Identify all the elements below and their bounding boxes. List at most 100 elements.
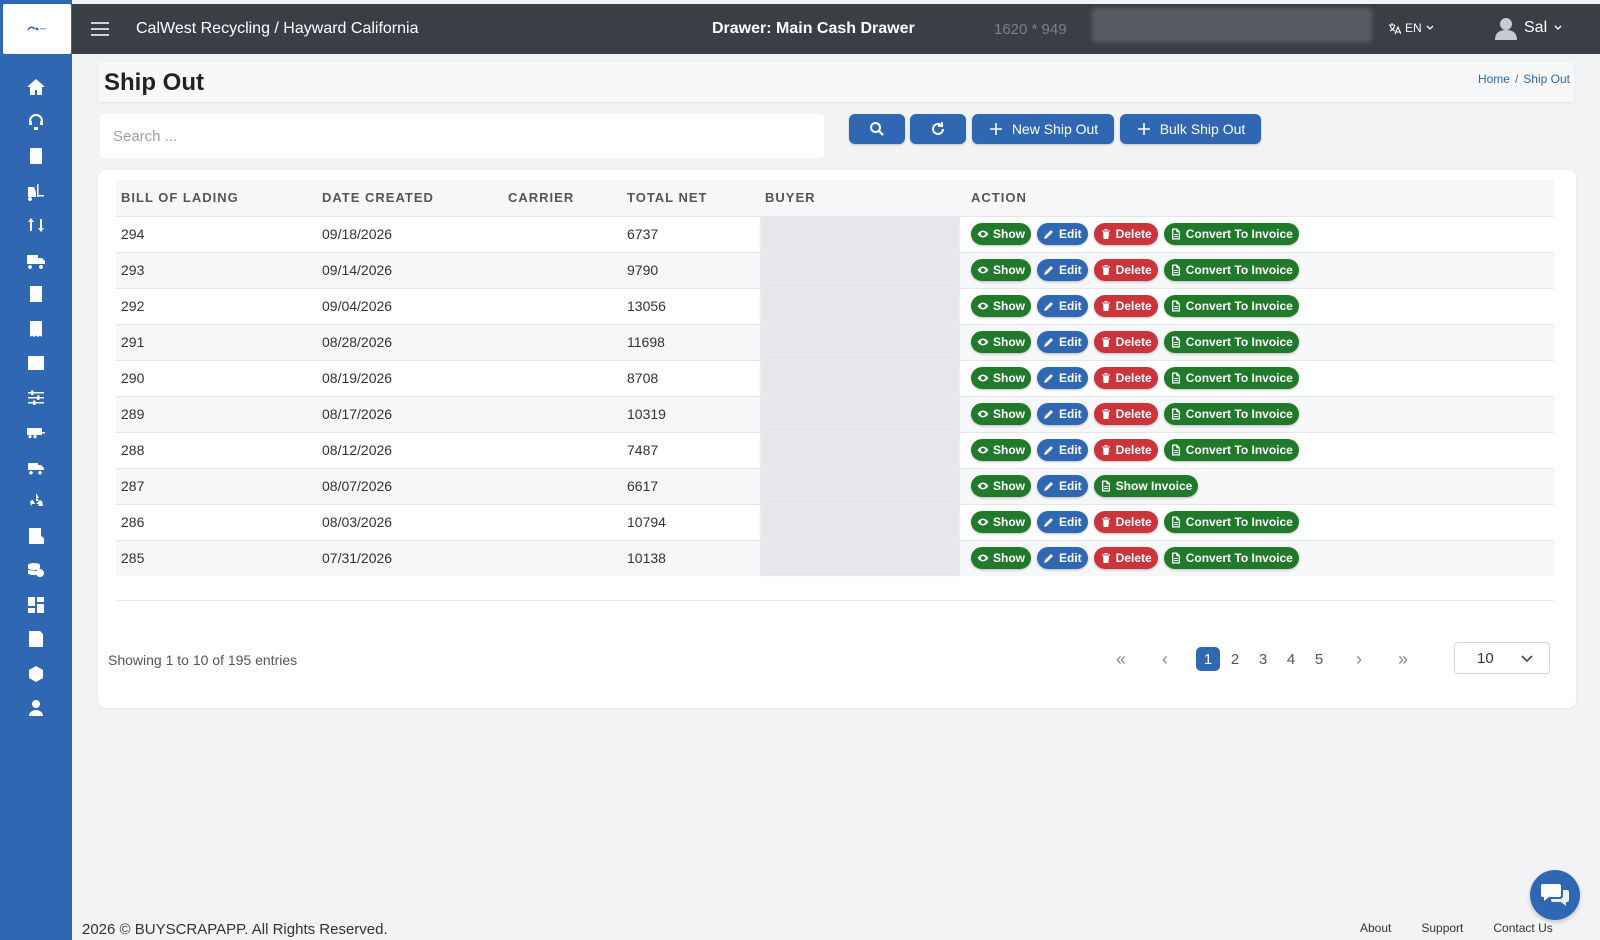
user-menu[interactable]: Sal — [1494, 16, 1563, 40]
search-input[interactable] — [100, 114, 824, 158]
convert-to-invoice-button[interactable]: Convert To Invoice — [1163, 547, 1299, 570]
edit-button[interactable]: Edit — [1037, 331, 1088, 353]
chat-button[interactable] — [1530, 870, 1580, 920]
language-selector[interactable]: EN — [1388, 21, 1434, 35]
sidebar-item[interactable] — [0, 174, 72, 209]
sidebar-item[interactable] — [0, 657, 72, 692]
edit-button[interactable]: Edit — [1037, 403, 1088, 425]
logo[interactable] — [3, 4, 71, 54]
sidebar-item[interactable] — [0, 484, 72, 519]
delete-button[interactable]: Delete — [1093, 223, 1158, 245]
footer-link-support[interactable]: Support — [1421, 921, 1464, 935]
sidebar-item[interactable] — [0, 139, 72, 174]
sidebar-item[interactable] — [0, 519, 72, 554]
show-button[interactable]: Show — [971, 403, 1031, 425]
delete-button[interactable]: Delete — [1093, 367, 1158, 389]
convert-to-invoice-button[interactable]: Convert To Invoice — [1163, 295, 1299, 317]
previous-page-icon[interactable]: ‹ — [1162, 648, 1168, 669]
show-button[interactable]: Show — [971, 331, 1031, 353]
next-page-icon[interactable]: › — [1356, 648, 1362, 669]
convert-to-invoice-button-label: Convert To Invoice — [1185, 335, 1293, 349]
cell-date-created: 09/18/2026 — [322, 226, 393, 242]
edit-button[interactable]: Edit — [1037, 439, 1088, 461]
sidebar-item[interactable] — [0, 588, 72, 623]
delete-button[interactable]: Delete — [1093, 331, 1158, 353]
column-header-buyer[interactable]: BUYER — [765, 190, 816, 206]
column-header-bill-of-lading[interactable]: BILL OF LADING — [121, 190, 239, 206]
sidebar-item[interactable] — [0, 243, 72, 278]
sidebar-item[interactable] — [0, 415, 72, 450]
edit-button[interactable]: Edit — [1037, 259, 1088, 281]
column-header-carrier[interactable]: CARRIER — [508, 190, 575, 206]
edit-button[interactable]: Edit — [1037, 367, 1088, 389]
page-2[interactable]: 2 — [1230, 650, 1240, 668]
sidebar-item[interactable] — [0, 70, 72, 105]
bulk-ship-out-button[interactable]: Bulk Ship Out — [1120, 114, 1261, 144]
delete-button[interactable]: Delete — [1093, 547, 1158, 570]
convert-to-invoice-button[interactable]: Convert To Invoice — [1163, 439, 1299, 461]
hamburger-menu-icon[interactable] — [90, 19, 110, 39]
sidebar-item[interactable] — [0, 277, 72, 312]
delete-button[interactable]: Delete — [1093, 403, 1158, 425]
table-row: 293 09/14/2026 9790 Show Edit Delete Convert T… — [116, 252, 1554, 288]
sidebar-item[interactable] — [0, 105, 72, 140]
show-button[interactable]: Show — [971, 259, 1031, 281]
convert-to-invoice-button[interactable]: Convert To Invoice — [1163, 511, 1299, 533]
new-ship-out-button[interactable]: New Ship Out — [972, 114, 1114, 144]
show-button[interactable]: Show — [971, 223, 1031, 245]
sidebar-item[interactable] — [0, 622, 72, 657]
cell-actions: Show Edit Delete Convert To Invoice — [966, 324, 1554, 360]
show-button[interactable]: Show — [971, 475, 1031, 497]
row-actions: Show Edit Delete Convert To Invoice — [971, 295, 1554, 317]
edit-button[interactable]: Edit — [1037, 547, 1088, 570]
page-3[interactable]: 3 — [1258, 650, 1268, 668]
sidebar-item[interactable] — [0, 312, 72, 347]
show-button[interactable]: Show — [971, 439, 1031, 461]
page-5[interactable]: 5 — [1314, 650, 1324, 668]
refresh-button[interactable] — [910, 114, 966, 144]
redacted-buyer — [760, 432, 960, 468]
sidebar-item[interactable] — [0, 346, 72, 381]
convert-to-invoice-button[interactable]: Convert To Invoice — [1163, 223, 1299, 245]
last-page-icon[interactable]: » — [1397, 648, 1408, 669]
sidebar-item[interactable] — [0, 691, 72, 726]
edit-button[interactable]: Edit — [1037, 295, 1088, 317]
show-button[interactable]: Show — [971, 367, 1031, 389]
page-4[interactable]: 4 — [1286, 650, 1296, 668]
sidebar-item[interactable] — [0, 208, 72, 243]
show-button[interactable]: Show — [971, 511, 1031, 533]
convert-to-invoice-button[interactable]: Convert To Invoice — [1163, 403, 1299, 425]
edit-button[interactable]: Edit — [1037, 223, 1088, 245]
show-invoice-button[interactable]: Show Invoice — [1093, 475, 1199, 497]
show-button[interactable]: Show — [971, 295, 1031, 317]
sidebar-item[interactable] — [0, 381, 72, 416]
page-size-select[interactable]: 10 — [1454, 642, 1550, 674]
first-page-icon[interactable]: « — [1115, 648, 1126, 669]
breadcrumb-current[interactable]: Ship Out — [1523, 72, 1570, 86]
recycle-icon — [30, 493, 43, 507]
search-button[interactable] — [849, 114, 905, 144]
convert-to-invoice-button[interactable]: Convert To Invoice — [1163, 259, 1299, 281]
footer-link-about[interactable]: About — [1360, 921, 1392, 935]
column-header-date-created[interactable]: DATE CREATED — [322, 190, 434, 206]
divider — [116, 600, 1554, 601]
table-row: 285 07/31/2026 10138 Show Edit Delete Convert … — [116, 540, 1554, 576]
row-actions: Show Edit Delete Convert To Invoice — [971, 259, 1554, 281]
delete-button[interactable]: Delete — [1093, 259, 1158, 281]
edit-button[interactable]: Edit — [1037, 475, 1088, 497]
sidebar-item[interactable] — [0, 553, 72, 588]
delete-button[interactable]: Delete — [1093, 511, 1158, 533]
show-button[interactable]: Show — [971, 547, 1031, 570]
column-header-total-net[interactable]: TOTAL NET — [627, 190, 708, 206]
edit-button[interactable]: Edit — [1037, 511, 1088, 533]
row-actions: Show Edit Delete Convert To Invoice — [971, 511, 1554, 533]
convert-to-invoice-button[interactable]: Convert To Invoice — [1163, 367, 1299, 389]
sidebar-item[interactable] — [0, 450, 72, 485]
footer-link-contact[interactable]: Contact Us — [1493, 921, 1553, 935]
breadcrumb-home[interactable]: Home — [1477, 72, 1510, 86]
page-1[interactable]: 1 — [1196, 647, 1220, 671]
user-name: Sal — [1524, 19, 1548, 36]
delete-button[interactable]: Delete — [1093, 295, 1158, 317]
convert-to-invoice-button[interactable]: Convert To Invoice — [1163, 331, 1299, 353]
delete-button[interactable]: Delete — [1093, 439, 1158, 461]
